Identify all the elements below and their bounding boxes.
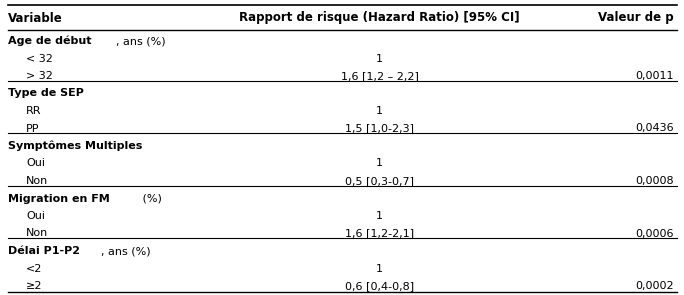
Text: Rapport de risque (Hazard Ratio) [95% CI]: Rapport de risque (Hazard Ratio) [95% CI… <box>239 12 520 24</box>
Text: Age de début: Age de début <box>8 36 92 46</box>
Text: 0,6 [0,4-0,8]: 0,6 [0,4-0,8] <box>345 281 415 291</box>
Text: PP: PP <box>26 124 40 134</box>
Text: 0,0002: 0,0002 <box>635 281 674 291</box>
Text: Migration en FM: Migration en FM <box>8 194 109 204</box>
Text: 1: 1 <box>376 53 383 63</box>
Text: Variable: Variable <box>8 12 63 24</box>
Text: 0,0436: 0,0436 <box>635 124 674 134</box>
Text: 1: 1 <box>376 106 383 116</box>
Text: 1,6 [1,2-2,1]: 1,6 [1,2-2,1] <box>345 229 415 238</box>
Text: 1,6 [1,2 – 2,2]: 1,6 [1,2 – 2,2] <box>341 71 419 81</box>
Text: 0,0006: 0,0006 <box>635 229 674 238</box>
Text: 1: 1 <box>376 158 383 168</box>
Text: <2: <2 <box>26 263 42 273</box>
Text: > 32: > 32 <box>26 71 53 81</box>
Text: Type de SEP: Type de SEP <box>8 88 84 99</box>
Text: 1: 1 <box>376 211 383 221</box>
Text: 0,0011: 0,0011 <box>635 71 674 81</box>
Text: 1,5 [1,0-2,3]: 1,5 [1,0-2,3] <box>345 124 414 134</box>
Text: (%): (%) <box>140 194 162 204</box>
Text: Non: Non <box>26 176 49 186</box>
Text: ≥2: ≥2 <box>26 281 42 291</box>
Text: Oui: Oui <box>26 158 45 168</box>
Text: , ans (%): , ans (%) <box>101 246 150 256</box>
Text: Valeur de p: Valeur de p <box>598 12 674 24</box>
Text: RR: RR <box>26 106 42 116</box>
Text: 1: 1 <box>376 263 383 273</box>
Text: , ans (%): , ans (%) <box>116 36 166 46</box>
Text: Non: Non <box>26 229 49 238</box>
Text: 0,5 [0,3-0,7]: 0,5 [0,3-0,7] <box>345 176 414 186</box>
Text: < 32: < 32 <box>26 53 53 63</box>
Text: Délai P1-P2: Délai P1-P2 <box>8 246 80 256</box>
Text: 0,0008: 0,0008 <box>635 176 674 186</box>
Text: Oui: Oui <box>26 211 45 221</box>
Text: Symptômes Multiples: Symptômes Multiples <box>8 141 142 151</box>
